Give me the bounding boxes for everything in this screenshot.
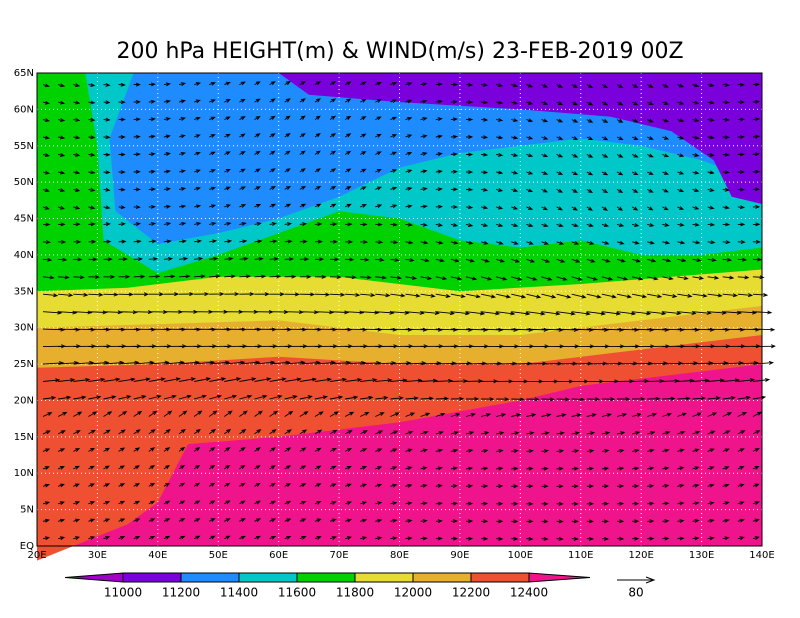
lat-label: 25N <box>14 359 34 370</box>
lon-label: 40E <box>148 550 167 561</box>
lat-label: 35N <box>14 286 34 297</box>
lon-label: 140E <box>749 550 774 561</box>
map-frame <box>36 72 763 547</box>
lon-label: 70E <box>330 550 349 561</box>
reference-arrowhead <box>645 576 656 584</box>
lon-label: 30E <box>88 550 107 561</box>
colorbar-label: 11000 <box>104 586 142 600</box>
lon-label: 120E <box>628 550 653 561</box>
lon-label: 130E <box>689 550 714 561</box>
lon-label: 20E <box>27 550 46 561</box>
colorbar-box <box>470 572 530 583</box>
lat-label: 55N <box>14 141 34 152</box>
lat-label: 50N <box>14 177 34 188</box>
map-title: 200 hPa HEIGHT(m) & WIND(m/s) 23-FEB-201… <box>116 39 683 64</box>
lon-label: 60E <box>269 550 288 561</box>
colorbar-label: 11600 <box>278 586 316 600</box>
colorbar-high <box>528 572 591 583</box>
lat-label: 30N <box>14 323 34 334</box>
colorbar: 11000 11200 11400 11600 11800 12000 12200 12400 <box>64 572 591 600</box>
wind-field <box>42 81 776 541</box>
lon-label: 80E <box>390 550 409 561</box>
colorbar-low <box>64 572 124 583</box>
colorbar-label: 12400 <box>510 586 548 600</box>
lat-label: 45N <box>14 214 34 225</box>
lat-label: 15N <box>14 432 34 443</box>
lat-label: 40N <box>14 250 34 261</box>
wind-vectors <box>42 81 776 541</box>
colorbar-label: 12200 <box>452 586 490 600</box>
colorbar-box <box>296 572 356 583</box>
colorbar-box <box>180 572 240 583</box>
axis-labels: EQ 5N 10N 15N 20N 25N 30N 35N 40N 45N 50N 55N 60N 65N… <box>14 68 775 561</box>
colorbar-label: 11200 <box>162 586 200 600</box>
colorbar-box <box>238 572 298 583</box>
lat-label: 10N <box>14 468 34 479</box>
lat-label: 60N <box>14 104 34 115</box>
lat-label: EQ <box>20 541 34 552</box>
lon-label: 50E <box>209 550 228 561</box>
lat-label: 5N <box>20 505 34 516</box>
colorbar-box <box>354 572 414 583</box>
lat-label: 65N <box>14 68 34 79</box>
lon-label: 110E <box>568 550 593 561</box>
colorbar-label: 12000 <box>394 586 432 600</box>
reference-label: 80 <box>628 586 643 600</box>
colorbar-label: 11800 <box>336 586 374 600</box>
colorbar-box <box>122 572 182 583</box>
graticule <box>37 73 762 546</box>
lat-label: 20N <box>14 395 34 406</box>
colorbar-label: 11400 <box>220 586 258 600</box>
colorbar-box <box>412 572 472 583</box>
lon-label: 100E <box>508 550 533 561</box>
lon-label: 90E <box>450 550 469 561</box>
